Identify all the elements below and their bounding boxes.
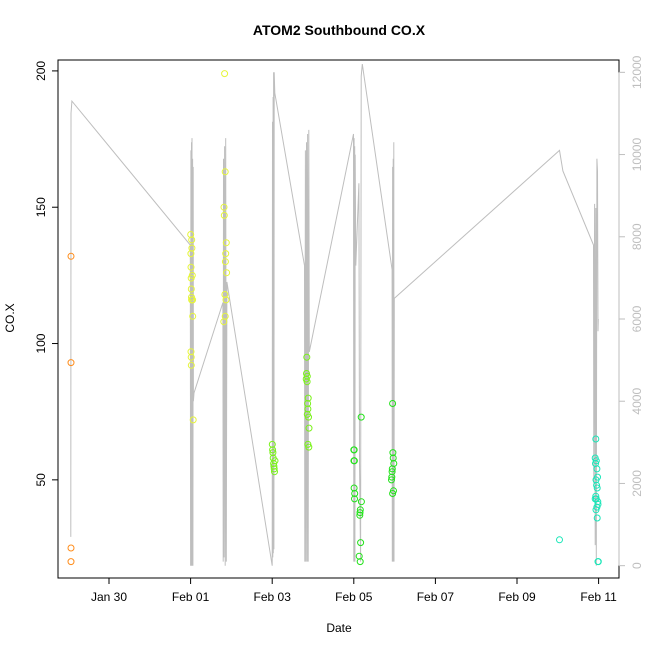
data-point-s1-11 xyxy=(189,312,197,320)
data-point-s3-11 xyxy=(356,511,364,519)
data-point-s3-10 xyxy=(356,509,364,517)
y2-tick-label-6: 12000 xyxy=(630,55,644,89)
data-point-s3-16 xyxy=(389,449,397,457)
data-point-s2-8 xyxy=(271,468,278,476)
y-tick-label-3: 200 xyxy=(34,61,48,81)
data-point-s1-15 xyxy=(189,416,197,424)
data-point-s4-5 xyxy=(593,465,601,473)
data-point-s1-21 xyxy=(222,250,230,258)
data-point-s2-13 xyxy=(303,378,311,386)
data-point-s3-22 xyxy=(388,476,395,484)
data-point-s2-1 xyxy=(269,446,277,454)
y2-tick-label-0: 0 xyxy=(630,562,644,569)
data-point-s2-7 xyxy=(270,465,278,473)
data-point-s3-24 xyxy=(389,490,397,497)
data-point-s3-12 xyxy=(357,539,365,547)
secondary-line xyxy=(70,64,599,566)
data-point-s1-22 xyxy=(221,258,229,266)
right-y-axis: 0 2000 4000 6000 8000 10000 12000 xyxy=(618,55,644,569)
x-axis-title: Date xyxy=(326,621,352,635)
x-tick-label-2: Feb 03 xyxy=(254,590,292,604)
data-point-s4-19 xyxy=(594,558,602,566)
y-tick-label-2: 150 xyxy=(34,197,48,217)
y-tick-label-1: 100 xyxy=(34,333,48,353)
data-point-s3-15 xyxy=(389,400,397,407)
data-point-s1-2 xyxy=(187,263,195,271)
data-point-s1-4 xyxy=(187,285,195,293)
data-point-s2-21 xyxy=(305,443,313,451)
data-point-s4-1 xyxy=(592,435,600,443)
data-point-s2-9 xyxy=(303,353,311,361)
data-point-s2-14 xyxy=(304,394,312,402)
data-point-s4-8 xyxy=(593,481,601,489)
x-tick-label-6: Feb 11 xyxy=(580,590,617,604)
plot-frame xyxy=(57,59,620,579)
x-axis: Jan 30 Feb 01 Feb 03 Feb 05 Feb 07 Feb 09 Feb … xyxy=(91,578,617,604)
secondary-series-line xyxy=(70,64,599,566)
data-point-s4-7 xyxy=(594,473,601,481)
data-point-s4-17 xyxy=(593,514,601,522)
y2-tick-label-2: 4000 xyxy=(630,388,644,415)
data-point-s3-6 xyxy=(351,495,358,503)
data-point-s0-0 xyxy=(67,252,75,260)
x-tick-label-3: Feb 05 xyxy=(335,590,373,604)
data-point-s2-2 xyxy=(269,449,277,457)
plot-box xyxy=(57,59,620,579)
data-point-s3-19 xyxy=(388,465,396,473)
y2-tick-label-1: 2000 xyxy=(630,470,644,497)
data-point-s2-5 xyxy=(270,460,278,467)
data-point-s1-14 xyxy=(187,361,195,369)
data-point-s3-20 xyxy=(388,468,396,476)
data-point-s1-10 xyxy=(189,296,197,304)
data-point-s1-20 xyxy=(222,239,230,247)
data-point-s2-16 xyxy=(304,405,312,413)
y2-tick-label-4: 8000 xyxy=(630,223,644,250)
data-point-s3-21 xyxy=(388,473,396,481)
data-point-s4-0 xyxy=(556,536,563,544)
x-tick-label-1: Feb 01 xyxy=(172,590,210,604)
data-point-s3-8 xyxy=(357,498,365,506)
data-point-s1-18 xyxy=(220,203,228,211)
y-axis: 50 100 150 200 xyxy=(34,61,58,487)
data-point-s1-8 xyxy=(188,244,196,252)
data-point-s4-9 xyxy=(593,484,601,492)
data-point-s1-27 xyxy=(220,318,228,326)
data-point-s0-3 xyxy=(67,558,75,566)
data-point-s2-18 xyxy=(305,413,312,421)
y2-tick-label-5: 10000 xyxy=(630,138,644,172)
data-point-s1-7 xyxy=(188,236,196,244)
data-point-s3-14 xyxy=(356,558,364,566)
data-point-s1-17 xyxy=(221,168,229,176)
data-point-s1-23 xyxy=(223,269,231,277)
y2-tick-label-3: 6000 xyxy=(630,305,644,332)
data-point-s3-1 xyxy=(350,446,358,454)
data-point-s0-1 xyxy=(67,359,75,367)
data-point-s3-7 xyxy=(357,413,365,421)
data-point-s1-19 xyxy=(220,211,228,219)
data-points xyxy=(67,70,602,566)
x-tick-label-5: Feb 09 xyxy=(498,590,536,604)
data-point-s4-16 xyxy=(592,506,600,514)
chart-title: ATOM2 Southbound CO.X xyxy=(253,22,426,38)
data-point-s1-13 xyxy=(187,353,195,361)
data-point-s2-19 xyxy=(305,424,313,432)
data-point-s3-3 xyxy=(350,457,358,465)
y-axis-title: CO.X xyxy=(3,303,17,332)
data-point-s1-16 xyxy=(221,70,229,78)
y-tick-label-0: 50 xyxy=(34,473,48,487)
data-point-s1-25 xyxy=(222,296,230,304)
data-point-s1-9 xyxy=(188,271,196,279)
data-point-s0-2 xyxy=(67,544,75,552)
data-point-s3-5 xyxy=(351,490,359,497)
x-tick-label-0: Jan 30 xyxy=(91,590,127,604)
x-tick-label-4: Feb 07 xyxy=(417,590,455,604)
